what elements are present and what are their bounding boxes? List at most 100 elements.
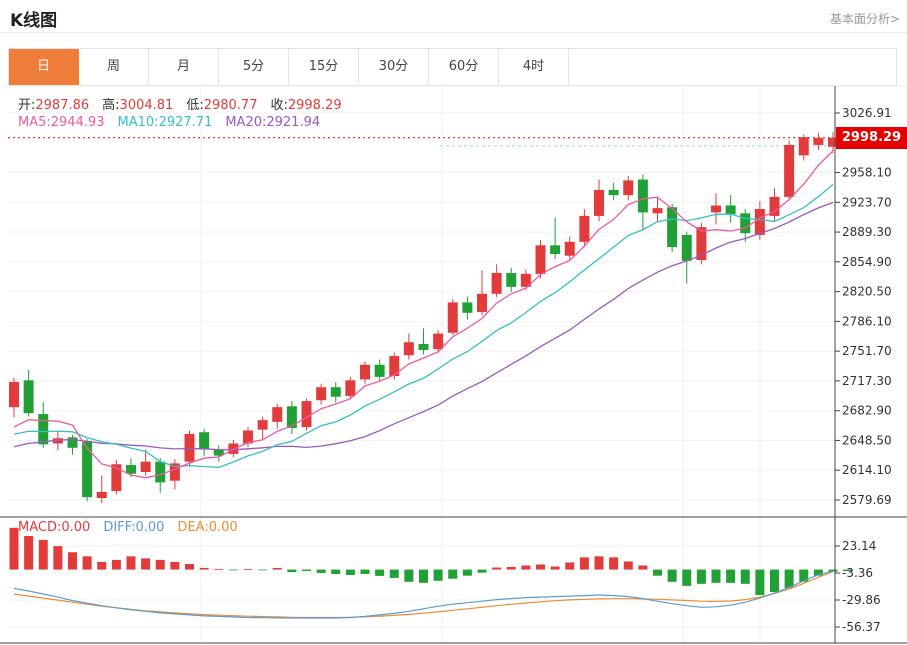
candle [213, 449, 224, 456]
axis-label: 2923.70 [842, 195, 892, 209]
candle [272, 407, 283, 422]
macd-bar [653, 569, 662, 576]
macd-bar [448, 569, 458, 579]
candle [594, 189, 604, 216]
candle [696, 227, 707, 261]
tab-周[interactable]: 周 [79, 49, 149, 85]
tab-30分[interactable]: 30分 [359, 49, 429, 85]
candle [52, 438, 63, 444]
axis-label: 2820.50 [842, 285, 892, 299]
macd-bar [155, 559, 165, 570]
tab-月[interactable]: 月 [149, 49, 219, 85]
macd-bar [331, 569, 341, 574]
candle [23, 380, 34, 414]
axis-label: 2889.30 [842, 225, 892, 239]
ma-lines [13, 150, 834, 479]
tab-60分[interactable]: 60分 [429, 49, 499, 85]
candle [637, 179, 648, 213]
candle [608, 189, 619, 196]
candle [623, 180, 634, 196]
macd-bar [594, 556, 604, 570]
candle [769, 196, 780, 216]
macd-legend: MACD:0.00 DIFF:0.00 DEA:0.00 [18, 520, 251, 535]
macd-bar [609, 557, 619, 570]
candle [711, 205, 721, 213]
macd-bar [711, 569, 721, 583]
dea-line [13, 571, 834, 619]
candle [550, 245, 561, 254]
candle [579, 215, 590, 242]
fundamental-analysis-link[interactable]: 基本面分析> [829, 12, 900, 26]
candle [126, 465, 136, 474]
candle [828, 137, 838, 147]
candle [243, 430, 253, 444]
candle [286, 406, 297, 428]
candle [667, 207, 678, 248]
macd-bar [696, 569, 706, 584]
tab-4时[interactable]: 4时 [499, 49, 569, 85]
legend-item: 收:2998.29 [270, 98, 342, 113]
tab-5分[interactable]: 5分 [219, 49, 289, 85]
axis-label: 2648.50 [842, 433, 892, 447]
candle [9, 382, 19, 408]
ohlc-legend: 开:2987.86 高:3004.81 低:2980.77 收:2998.29 [18, 94, 355, 113]
candle [330, 387, 341, 397]
macd-bar [82, 556, 92, 570]
ma10-line [13, 183, 834, 469]
candle [155, 461, 166, 483]
tab-日[interactable]: 日 [9, 49, 79, 85]
tab-15分[interactable]: 15分 [289, 49, 359, 85]
candle [316, 387, 327, 401]
candle [754, 208, 765, 235]
candle [813, 138, 824, 145]
candle [403, 342, 414, 356]
macd-bar [784, 569, 794, 588]
interval-tabbar: 日周月 5分 15分 30分 60分 4时 [8, 48, 897, 86]
axis-label: -29.86 [842, 593, 881, 607]
axis-label: 2614.10 [842, 463, 892, 477]
macd-bar [667, 569, 677, 582]
candle [681, 234, 692, 261]
macd-bar [53, 546, 63, 570]
candle [725, 205, 736, 215]
page-title: K线图 [10, 11, 58, 31]
axis-label: 23.14 [842, 539, 876, 553]
candle [740, 213, 751, 234]
candle [111, 464, 122, 492]
axis-label: 2682.90 [842, 404, 892, 418]
macd-bar [550, 566, 560, 570]
candle [38, 414, 49, 445]
candle [140, 461, 151, 473]
macd-bar [506, 567, 516, 570]
candle [345, 380, 356, 396]
macd-bar [828, 569, 838, 572]
gridlines [8, 86, 835, 643]
legend-item: 高:3004.81 [102, 98, 174, 113]
axis-label: 2579.69 [842, 493, 892, 507]
macd-bar [726, 569, 736, 583]
macd-bar [755, 569, 765, 596]
macd-bar [126, 556, 136, 570]
macd-bar [9, 527, 19, 570]
macd-bar [68, 552, 77, 570]
macd-bar [185, 563, 194, 570]
ma-legend: MA5:2944.93 MA10:2927.71 MA20:2921.94 [18, 115, 333, 130]
macd-bar [287, 569, 297, 573]
ma5-line [13, 150, 834, 479]
candle [520, 273, 531, 287]
macd-bar [419, 569, 428, 583]
reference-lines [8, 137, 835, 147]
macd-bar [477, 569, 487, 573]
candle [374, 364, 385, 377]
macd-bar [38, 540, 48, 570]
macd-bar [345, 569, 355, 575]
candle [301, 401, 312, 428]
candle [491, 273, 502, 294]
candle [535, 245, 546, 274]
candle [447, 302, 458, 333]
axis-label: 2717.30 [842, 374, 892, 388]
macd-panel [9, 527, 853, 619]
legend-item: MA20:2921.94 [225, 115, 321, 130]
macd-bar [799, 569, 809, 582]
